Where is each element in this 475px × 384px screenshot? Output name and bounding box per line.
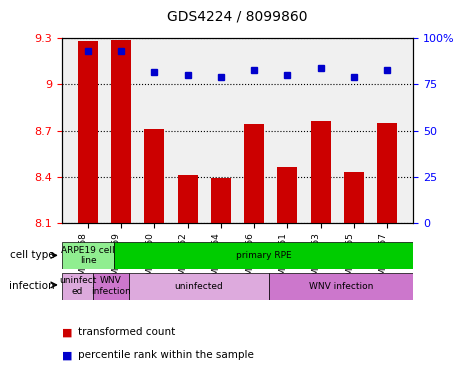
Text: WNV
infection: WNV infection (91, 276, 131, 296)
Bar (111, 40, 131, 223)
Bar (244, 124, 264, 223)
Text: percentile rank within the sample: percentile rank within the sample (78, 350, 254, 360)
Bar (344, 172, 364, 223)
Bar (211, 178, 231, 223)
Bar (311, 121, 331, 223)
Text: WNV infection: WNV infection (309, 281, 373, 291)
Text: infection: infection (10, 281, 55, 291)
Bar (78, 41, 98, 223)
Text: primary RPE: primary RPE (236, 251, 292, 260)
FancyBboxPatch shape (94, 273, 129, 300)
Text: cell type: cell type (10, 250, 54, 260)
Text: GDS4224 / 8099860: GDS4224 / 8099860 (167, 10, 308, 23)
Text: ■: ■ (62, 327, 72, 337)
Bar (144, 129, 164, 223)
FancyBboxPatch shape (62, 273, 94, 300)
FancyBboxPatch shape (114, 242, 413, 269)
Text: uninfected: uninfected (174, 281, 223, 291)
FancyBboxPatch shape (269, 273, 413, 300)
FancyBboxPatch shape (62, 242, 114, 269)
Text: uninfect
ed: uninfect ed (59, 276, 96, 296)
Text: ■: ■ (62, 350, 72, 360)
Bar (277, 167, 297, 223)
Text: ARPE19 cell
line: ARPE19 cell line (61, 246, 115, 265)
Bar (377, 123, 397, 223)
Text: transformed count: transformed count (78, 327, 176, 337)
Bar (178, 175, 198, 223)
FancyBboxPatch shape (129, 273, 269, 300)
